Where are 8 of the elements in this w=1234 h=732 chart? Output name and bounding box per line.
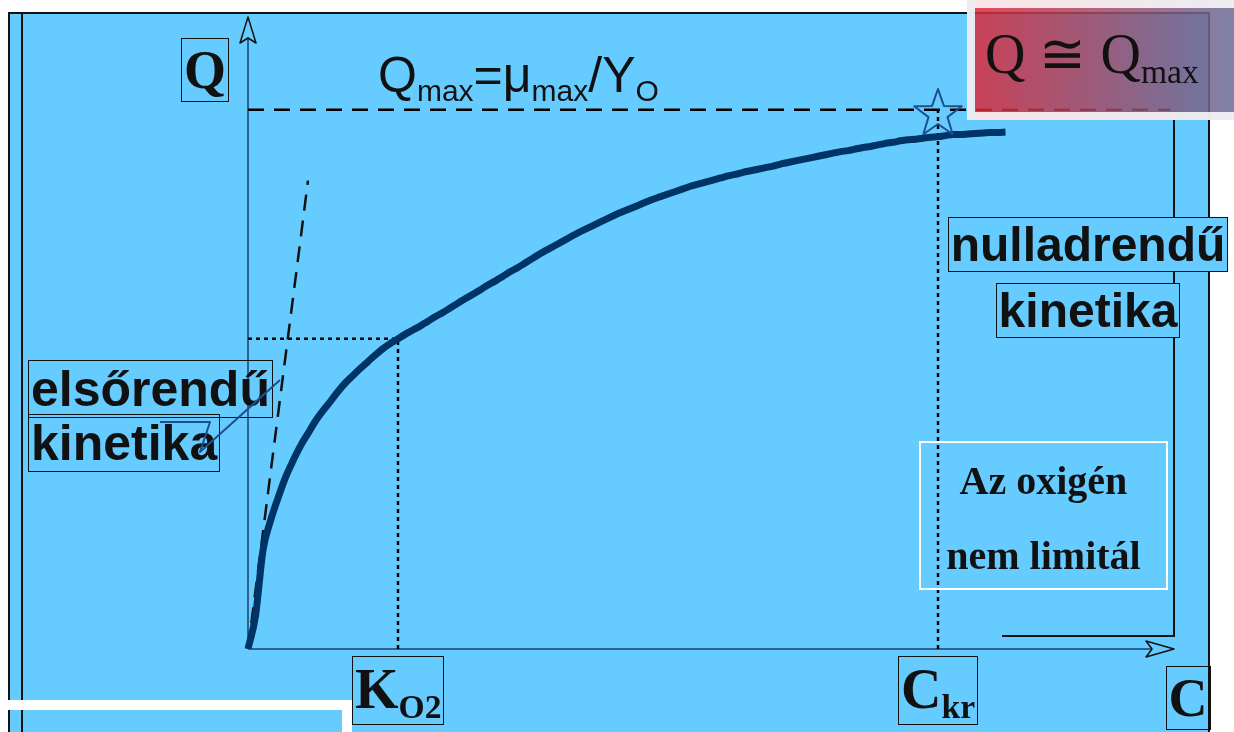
ref-line-label: Q$_{max}$=μ$_{max}$/Y$_{O}$ [378, 45, 659, 107]
y-axis-title: Q [181, 38, 230, 102]
x-tick-label: C$_{kr}$ [898, 656, 979, 726]
x-axis-title: C [1165, 666, 1211, 730]
annotation: nulladrendű kinetika [947, 217, 1229, 338]
annotation: elsőrendű kinetika [28, 360, 273, 472]
x-tick-label: K$_{O2}$ [352, 656, 445, 726]
annotation: Az oxigén nem limitál [919, 441, 1168, 590]
